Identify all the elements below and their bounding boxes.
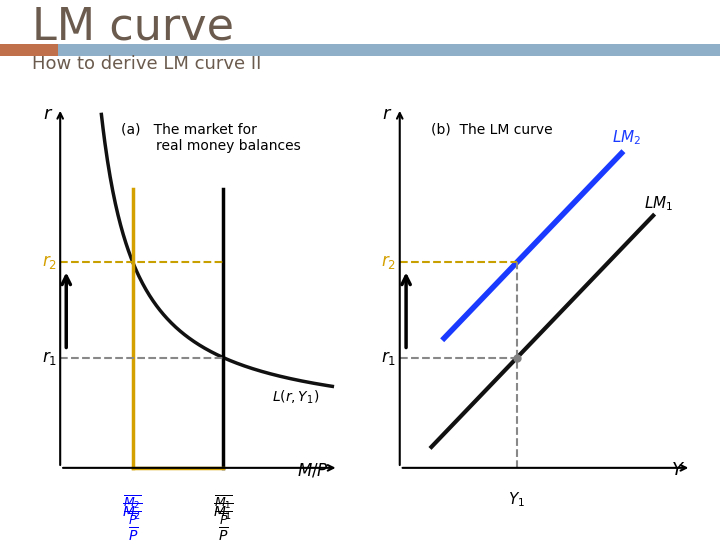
Text: $LM_2$: $LM_2$ <box>612 128 642 147</box>
Text: $r_2$: $r_2$ <box>42 253 57 271</box>
Text: How to derive LM curve II: How to derive LM curve II <box>32 55 262 73</box>
Text: $r$: $r$ <box>382 105 392 123</box>
Text: $LM_1$: $LM_1$ <box>644 194 673 213</box>
Text: $r_1$: $r_1$ <box>381 349 396 367</box>
Text: $\overline{P}$: $\overline{P}$ <box>127 526 138 540</box>
Text: $r_2$: $r_2$ <box>381 253 396 271</box>
Text: $M/P$: $M/P$ <box>297 461 329 479</box>
Text: $r$: $r$ <box>43 105 53 123</box>
Text: $\dfrac{\overline{M_1}}{\overline{P}}$: $\dfrac{\overline{M_1}}{\overline{P}}$ <box>214 494 233 527</box>
Text: $\overline{M_2}$: $\overline{M_2}$ <box>122 501 143 522</box>
Text: LM curve: LM curve <box>32 5 235 49</box>
Text: $\overline{M_1}$: $\overline{M_1}$ <box>213 501 234 522</box>
Text: $Y$: $Y$ <box>671 461 685 479</box>
Text: (b)  The LM curve: (b) The LM curve <box>431 123 553 137</box>
Text: $\overline{P}$: $\overline{P}$ <box>218 526 229 540</box>
Text: (a)   The market for
        real money balances: (a) The market for real money balances <box>121 123 300 153</box>
Text: $L(r, Y_1)$: $L(r, Y_1)$ <box>272 389 319 406</box>
Text: $\dfrac{\overline{M_2}}{\overline{P}}$: $\dfrac{\overline{M_2}}{\overline{P}}$ <box>123 494 142 527</box>
Text: $r_1$: $r_1$ <box>42 349 58 367</box>
Bar <box>0 44 58 56</box>
Text: $Y_1$: $Y_1$ <box>508 490 526 509</box>
